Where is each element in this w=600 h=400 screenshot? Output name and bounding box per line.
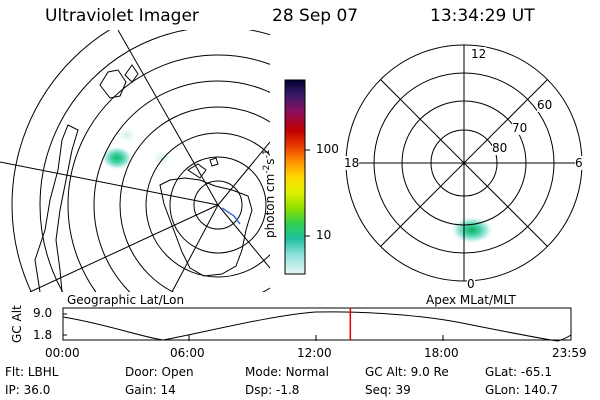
info-door: Door: Open: [125, 365, 194, 379]
alt-xtick-0600: 06:00: [170, 346, 205, 360]
alt-xtick-2359: 23:59: [552, 346, 587, 360]
alt-ytick-low: 1.8: [33, 328, 53, 342]
colorbar: [284, 79, 310, 275]
alt-xtick-1200: 12:00: [297, 346, 332, 360]
geo-panel-label: Geographic Lat/Lon: [67, 293, 185, 307]
info-glon: GLon: 140.7: [485, 383, 558, 397]
info-gain: Gain: 14: [125, 383, 176, 397]
colorbar-tick-100: 100: [316, 142, 339, 156]
mlat-label-70: 70: [512, 121, 528, 135]
info-glat: GLat: -65.1: [485, 365, 552, 379]
polar-panel-label: Apex MLat/MLT: [426, 293, 516, 307]
alt-ytick-high: 9.0: [33, 306, 53, 320]
mlt-label-6: 6: [575, 156, 583, 170]
mlat-label-80: 80: [492, 141, 508, 155]
polar-plot: [345, 44, 583, 282]
time-label: 13:34:29 UT: [430, 6, 535, 26]
mlat-label-60: 60: [537, 98, 553, 112]
date-label: 28 Sep 07: [272, 6, 359, 26]
mlt-label-12: 12: [471, 47, 487, 61]
colorbar-unit-label: photon cm-2s-1: [262, 149, 277, 238]
info-mode: Mode: Normal: [245, 365, 329, 379]
instrument-title: Ultraviolet Imager: [45, 6, 199, 26]
mlt-label-0: 0: [467, 277, 475, 291]
info-seq: Seq: 39: [365, 383, 411, 397]
mlt-label-18: 18: [344, 156, 360, 170]
colorbar-tick-10: 10: [316, 228, 332, 242]
altitude-plot: [62, 307, 572, 342]
alt-ylabel: GC Alt: [10, 305, 24, 343]
info-ip: IP: 36.0: [5, 383, 51, 397]
alt-xtick-1800: 18:00: [424, 346, 459, 360]
info-dsp: Dsp: -1.8: [245, 383, 300, 397]
alt-xtick-0000: 00:00: [45, 346, 80, 360]
geographic-map: [0, 30, 270, 292]
info-gcalt: GC Alt: 9.0 Re: [365, 365, 449, 379]
info-flt: Flt: LBHL: [5, 365, 59, 379]
